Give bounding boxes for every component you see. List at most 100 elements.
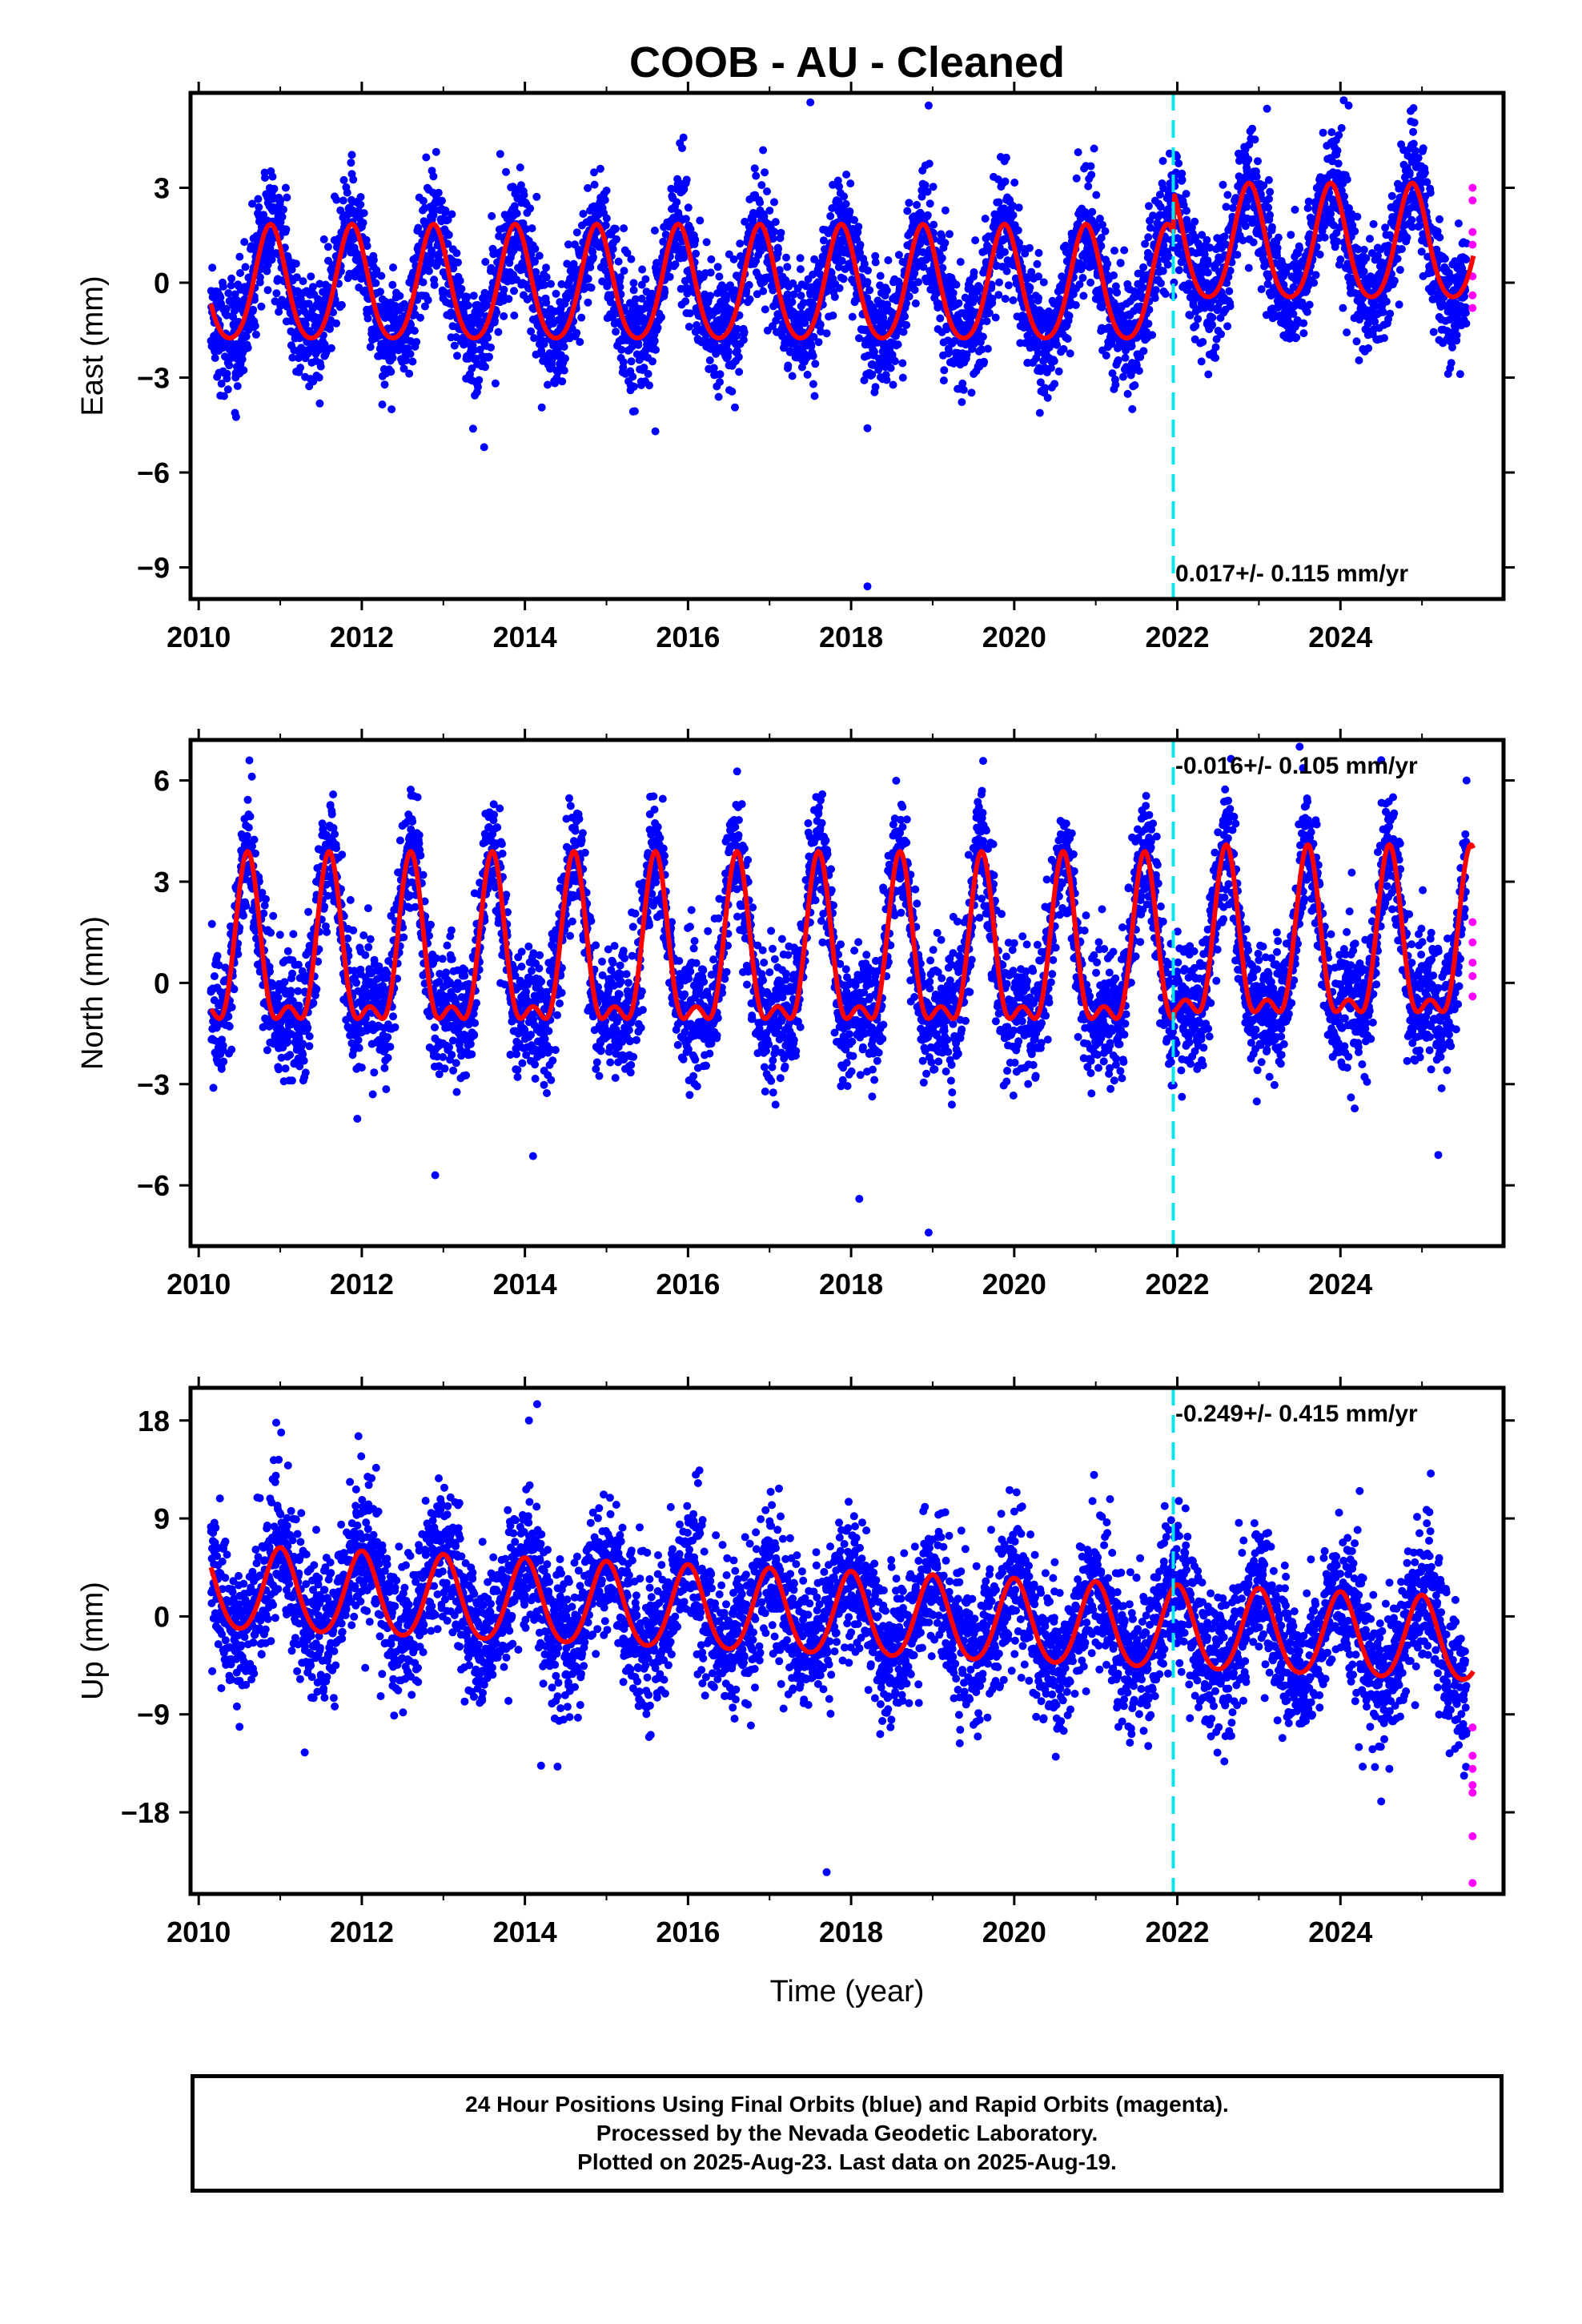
data-point (329, 308, 337, 317)
data-point (745, 280, 753, 289)
data-point (259, 211, 268, 219)
data-point (638, 265, 647, 274)
data-point (1130, 381, 1139, 389)
data-point (359, 209, 368, 218)
data-point (665, 272, 674, 281)
data-point (520, 191, 528, 199)
data-point (1110, 271, 1118, 279)
data-point (760, 212, 769, 220)
data-point (227, 274, 236, 283)
data-point (349, 175, 358, 184)
data-point (419, 278, 428, 287)
data-point (356, 200, 365, 209)
data-point (652, 345, 660, 354)
data-point (255, 273, 264, 282)
data-point (616, 283, 624, 292)
data-point (491, 379, 500, 388)
data-point (1292, 333, 1301, 342)
data-point (715, 272, 724, 281)
data-point (958, 398, 966, 407)
data-point (602, 187, 611, 195)
data-point (936, 314, 945, 323)
data-point (620, 224, 628, 233)
data-point (1035, 408, 1044, 417)
data-point (959, 385, 968, 394)
data-point (307, 272, 315, 281)
panels-group: 2010 2012 2014 2016 2018 2020 2022 202430−3−6−9… (76, 82, 1515, 2008)
data-point (474, 383, 482, 392)
data-point (1174, 266, 1183, 275)
data-point (1086, 162, 1095, 171)
data-point (1264, 203, 1273, 212)
data-point (1310, 279, 1319, 287)
data-point (926, 199, 934, 208)
data-point (941, 239, 950, 247)
data-point (388, 354, 397, 362)
data-point (1144, 320, 1153, 328)
data-point (434, 188, 443, 197)
data-point (276, 196, 285, 205)
data-point (640, 364, 648, 372)
data-point (339, 196, 347, 205)
data-point (1039, 278, 1048, 287)
data-point (301, 320, 310, 329)
data-point (577, 313, 586, 322)
data-point (560, 366, 568, 375)
data-point (1086, 278, 1095, 287)
data-point (1273, 243, 1282, 252)
data-point (629, 279, 638, 287)
data-point (1257, 285, 1266, 294)
data-point (1009, 211, 1018, 219)
data-point (560, 343, 568, 351)
data-point (765, 207, 774, 215)
data-point (673, 198, 681, 207)
data-point (1211, 353, 1220, 362)
data-point (1084, 182, 1093, 191)
data-point (231, 290, 239, 299)
data-point (488, 211, 496, 220)
data-point (572, 328, 581, 337)
data-point (630, 407, 639, 416)
data-point (1063, 335, 1072, 343)
data-point (752, 171, 761, 180)
data-point (332, 319, 340, 328)
data-point (1343, 175, 1351, 184)
data-point (532, 267, 540, 276)
data-point (1217, 330, 1226, 339)
data-point (211, 354, 219, 362)
data-point (542, 263, 550, 272)
data-point (679, 133, 688, 142)
data-point (1194, 315, 1203, 324)
data-point (255, 203, 263, 211)
data-point (884, 256, 893, 264)
data-point (475, 376, 484, 384)
data-point (771, 218, 780, 227)
data-point (572, 228, 581, 237)
data-point (770, 227, 779, 236)
data-point (846, 179, 855, 188)
data-point (782, 253, 790, 262)
data-point (1123, 389, 1132, 398)
data-point (871, 258, 880, 267)
data-point (1295, 244, 1304, 253)
data-point (1267, 223, 1276, 231)
data-point (725, 250, 733, 259)
data-point (1390, 276, 1399, 285)
data-point (978, 332, 987, 341)
data-point (1409, 139, 1418, 148)
data-point (736, 239, 745, 248)
data-point (1138, 283, 1147, 292)
data-point (416, 313, 424, 322)
panel-east: 2010 2012 2014 2016 2018 2020 2022 202430−3−6−9… (76, 82, 1515, 653)
data-point (724, 348, 733, 356)
data-point (315, 399, 324, 408)
data-point (681, 215, 690, 223)
data-point (1203, 268, 1212, 277)
data-point (941, 206, 950, 215)
data-point (378, 400, 387, 409)
data-point (405, 369, 414, 378)
data-point (380, 380, 389, 389)
data-point (500, 312, 508, 320)
data-point (1157, 279, 1165, 287)
data-point (870, 348, 878, 356)
